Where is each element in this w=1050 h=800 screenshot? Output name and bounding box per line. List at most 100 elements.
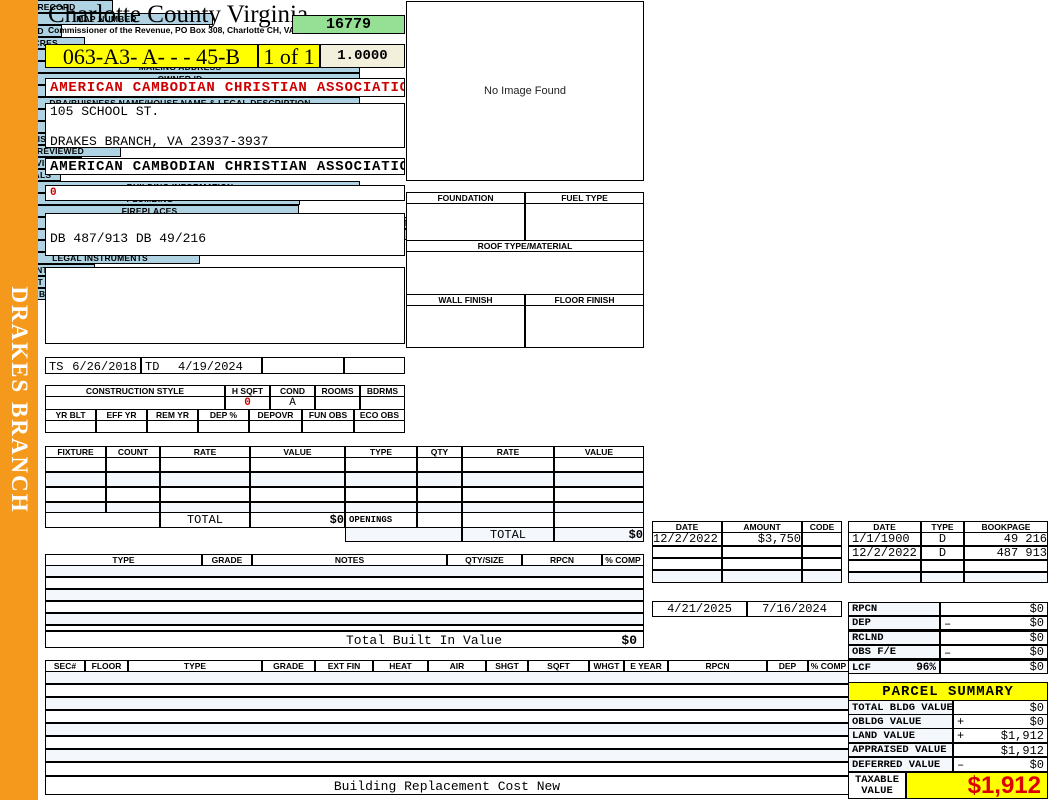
table-row[interactable] (462, 457, 554, 472)
hsqft-value[interactable]: 0 (225, 396, 270, 410)
table-row[interactable] (45, 671, 849, 684)
table-row[interactable] (250, 457, 345, 472)
legal-row-2-type[interactable] (921, 560, 964, 572)
table-row[interactable] (106, 487, 160, 502)
sales-row-3-amount[interactable] (722, 570, 802, 583)
floor-finish-value[interactable] (525, 305, 644, 348)
table-row[interactable] (45, 697, 849, 710)
reviewed-initials[interactable]: TD (145, 360, 160, 374)
sales-row-1-amount[interactable] (722, 546, 802, 558)
table-row[interactable] (45, 625, 644, 631)
cond-value[interactable]: A (270, 396, 315, 410)
table-row[interactable] (345, 487, 417, 502)
parcel-label-deferred: DEFERRED VALUE (848, 757, 953, 772)
physical-address-value[interactable]: 0 (45, 185, 405, 201)
table-row[interactable] (45, 487, 106, 502)
sales-row-2-amount[interactable] (722, 558, 802, 570)
table-row[interactable] (417, 457, 462, 472)
dba-box[interactable]: DB 487/913 DB 49/216 (45, 213, 405, 256)
sales-row-3-date[interactable] (652, 570, 722, 583)
table-row[interactable] (45, 736, 849, 749)
table-row[interactable] (45, 472, 106, 487)
bdrms-value[interactable] (360, 396, 405, 410)
legal-row-0-type[interactable]: D (921, 532, 964, 546)
roof-type-value[interactable] (406, 251, 644, 295)
table-row[interactable] (45, 749, 849, 762)
ecoobs-value[interactable] (354, 420, 405, 433)
table-row[interactable] (554, 472, 644, 487)
map-number-value[interactable]: 063-A3- A- - - 45-B (45, 44, 258, 68)
table-row[interactable] (462, 472, 554, 487)
revisit-value[interactable] (262, 357, 344, 374)
sales-row-3-code[interactable] (802, 570, 842, 583)
table-row[interactable] (45, 457, 106, 472)
legal-row-1-type[interactable]: D (921, 546, 964, 560)
table-row[interactable] (45, 565, 644, 577)
funobs-value[interactable] (302, 420, 354, 433)
table-row[interactable] (45, 710, 849, 723)
sales-row-2-code[interactable] (802, 558, 842, 570)
legal-row-3-bookpage[interactable] (964, 572, 1048, 583)
sales-row-1-code[interactable] (802, 546, 842, 558)
table-row[interactable] (45, 589, 644, 601)
fireplaces-openings-rate[interactable] (462, 512, 554, 528)
effyr-value[interactable] (96, 420, 147, 433)
table-row[interactable] (45, 577, 644, 589)
sales-row-1-date[interactable] (652, 546, 722, 558)
deeded-owner-value[interactable]: AMERICAN CAMBODIAN CHRISTIAN ASSOCIATION… (45, 78, 405, 97)
table-row[interactable] (160, 457, 250, 472)
fireplaces-openings-value[interactable] (417, 512, 462, 528)
table-row[interactable] (345, 472, 417, 487)
bvs-value-obsfe: $0 (940, 645, 1048, 659)
table-row[interactable] (45, 684, 849, 697)
notes-box[interactable] (45, 267, 405, 344)
last-saved-value: 7/16/2024 (747, 601, 842, 617)
appeals-value[interactable] (344, 357, 405, 374)
table-row[interactable] (45, 762, 849, 776)
mailing-address-box[interactable]: 105 SCHOOL ST. DRAKES BRANCH, VA 23937-3… (45, 103, 405, 149)
listed-initials[interactable]: TS (49, 360, 64, 374)
legal-row-1-bookpage[interactable]: 487 913 (964, 546, 1048, 560)
legal-row-1-date[interactable]: 12/2/2022 (848, 546, 921, 560)
table-row[interactable] (554, 487, 644, 502)
foundation-value[interactable] (406, 203, 525, 247)
fireplaces-openings-valuecell[interactable] (554, 512, 644, 528)
sales-row-0-code[interactable] (802, 532, 842, 546)
table-row[interactable] (345, 457, 417, 472)
table-row[interactable] (250, 487, 345, 502)
sales-row-0-amount[interactable]: $3,750 (722, 532, 802, 546)
table-row[interactable] (45, 613, 644, 625)
legal-row-3-type[interactable] (921, 572, 964, 583)
table-row[interactable] (106, 472, 160, 487)
legal-row-2-date[interactable] (848, 560, 921, 572)
reviewed-date[interactable]: 4/19/2024 (178, 360, 243, 374)
acres-value[interactable]: 1.0000 (320, 44, 405, 68)
table-row[interactable] (417, 472, 462, 487)
legal-row-3-date[interactable] (848, 572, 921, 583)
yrblt-value[interactable] (45, 420, 96, 433)
table-row[interactable] (106, 457, 160, 472)
sales-row-0-date[interactable]: 12/2/2022 (652, 532, 722, 546)
fuel-type-value[interactable] (525, 203, 644, 247)
remyr-value[interactable] (147, 420, 198, 433)
legal-row-0-date[interactable]: 1/1/1900 (848, 532, 921, 546)
legal-row-2-bookpage[interactable] (964, 560, 1048, 572)
rooms-value[interactable] (315, 396, 360, 410)
table-row[interactable] (462, 487, 554, 502)
table-row[interactable] (554, 457, 644, 472)
legal-row-0-bookpage[interactable]: 49 216 (964, 532, 1048, 546)
owner-id-value[interactable]: AMERICAN CAMBODIAN CHRISTIAN ASSOCIATION… (45, 158, 405, 175)
card-value[interactable]: 1 of 1 (258, 44, 320, 68)
table-row[interactable] (45, 601, 644, 613)
sales-row-2-date[interactable] (652, 558, 722, 570)
table-row[interactable] (45, 723, 849, 736)
table-row[interactable] (417, 487, 462, 502)
table-row[interactable] (160, 487, 250, 502)
deppct-value[interactable] (198, 420, 249, 433)
listed-date[interactable]: 6/26/2018 (72, 360, 137, 374)
depovr-value[interactable] (249, 420, 302, 433)
wall-finish-value[interactable] (406, 305, 525, 348)
construction-style-value[interactable] (45, 396, 225, 410)
table-row[interactable] (160, 472, 250, 487)
table-row[interactable] (250, 472, 345, 487)
